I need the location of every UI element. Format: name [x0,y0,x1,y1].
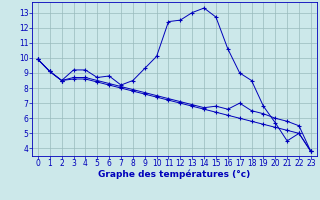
X-axis label: Graphe des températures (°c): Graphe des températures (°c) [98,170,251,179]
